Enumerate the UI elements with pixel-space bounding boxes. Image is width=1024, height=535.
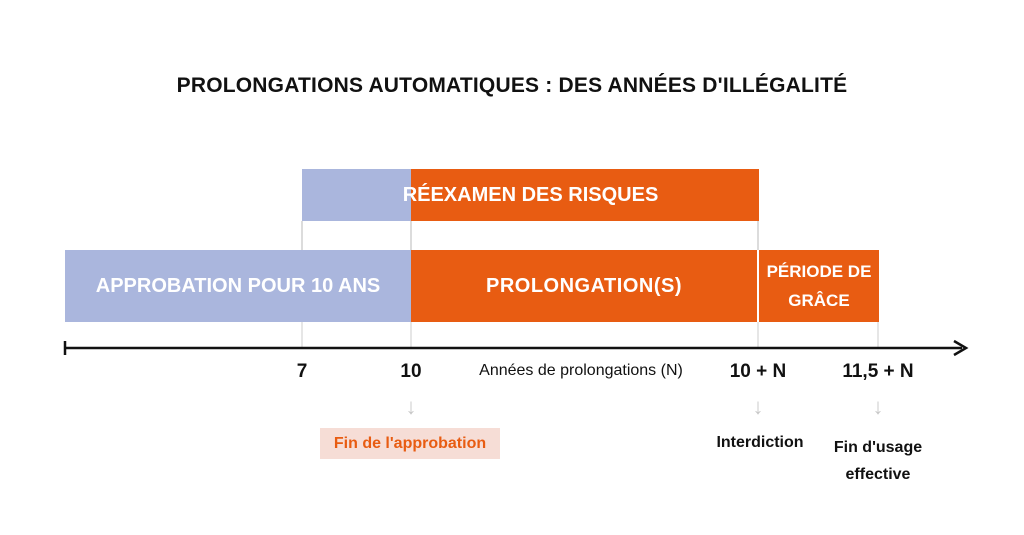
axis-arrowhead bbox=[953, 339, 969, 357]
grace-label-line2: GRÂCE bbox=[788, 291, 850, 310]
reexamen-bar-before-10 bbox=[302, 169, 411, 221]
connector-7 bbox=[301, 221, 303, 250]
tick-7: 7 bbox=[296, 361, 308, 382]
grace-label-line1: PÉRIODE DE bbox=[766, 262, 872, 281]
guide-115n bbox=[877, 322, 879, 348]
arrow-down-icon: ↓ bbox=[872, 394, 884, 419]
reexamen-bar-after-10 bbox=[411, 169, 759, 221]
prolongation-label: PROLONGATION(S) bbox=[485, 274, 682, 297]
diagram-title: PROLONGATIONS AUTOMATIQUES : DES ANNÉES … bbox=[176, 74, 848, 97]
arrow-down-icon: ↓ bbox=[405, 394, 417, 419]
tick-11-5-plus-n: 11,5 + N bbox=[842, 361, 914, 382]
tick-10-plus-n: 10 + N bbox=[729, 361, 787, 382]
tick-10: 10 bbox=[400, 361, 422, 382]
fin-approbation-label: Fin de l'approbation bbox=[333, 434, 487, 452]
fin-approbation-badge: Fin de l'approbation bbox=[320, 428, 500, 459]
grace-period-bar: PÉRIODE DE GRÂCE bbox=[759, 250, 879, 322]
guide-7 bbox=[301, 322, 303, 348]
fin-usage-line2: effective bbox=[845, 466, 911, 483]
fin-usage-label: Fin d'usage effective bbox=[808, 434, 948, 488]
prolongation-bar: PROLONGATION(S) bbox=[411, 250, 757, 322]
approbation-bar: APPROBATION POUR 10 ANS bbox=[65, 250, 411, 322]
reexamen-label: RÉEXAMEN DES RISQUES bbox=[402, 183, 659, 206]
fin-usage-line1: Fin d'usage bbox=[833, 439, 923, 456]
connector-10 bbox=[410, 221, 412, 250]
guide-10n bbox=[757, 322, 759, 348]
connector-10n bbox=[757, 221, 759, 250]
interdiction-label: Interdiction bbox=[716, 434, 804, 451]
guide-10 bbox=[410, 322, 412, 348]
axis-label: Années de prolongations (N) bbox=[479, 362, 683, 379]
approbation-label: APPROBATION POUR 10 ANS bbox=[95, 274, 381, 297]
arrow-down-icon: ↓ bbox=[752, 394, 764, 419]
